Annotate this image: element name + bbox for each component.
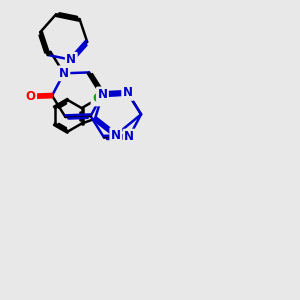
Text: N: N: [66, 53, 76, 66]
Text: Cl: Cl: [92, 92, 105, 105]
Text: N: N: [124, 130, 134, 143]
Text: N: N: [123, 86, 133, 99]
Text: O: O: [26, 90, 36, 103]
Text: N: N: [59, 67, 69, 80]
Text: N: N: [98, 88, 107, 101]
Text: N: N: [111, 129, 121, 142]
